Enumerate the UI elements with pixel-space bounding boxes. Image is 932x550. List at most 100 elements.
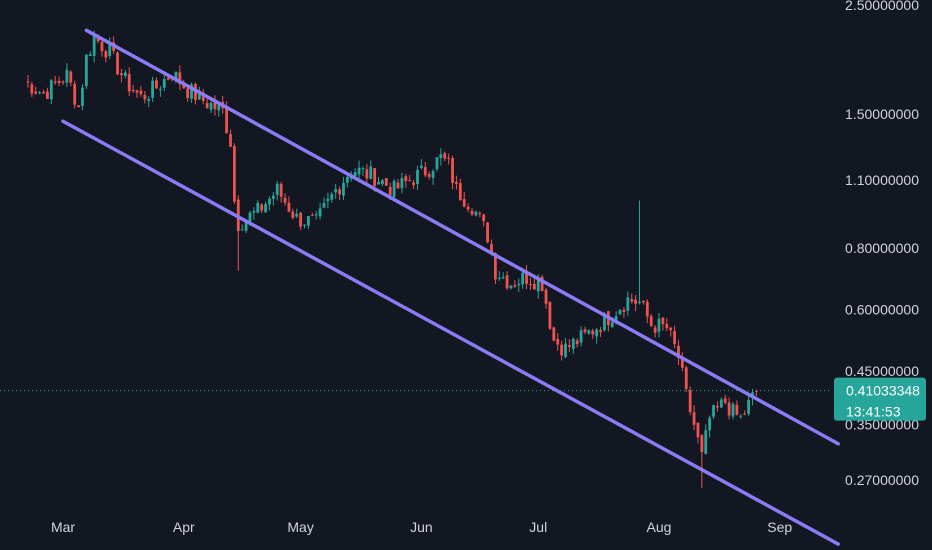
candle-up	[162, 72, 166, 92]
candle-down	[677, 340, 680, 366]
candle-body	[536, 278, 540, 292]
candle-body	[205, 102, 209, 109]
candle-body	[26, 81, 30, 83]
candle-down	[645, 299, 649, 324]
candle-body	[455, 181, 458, 184]
time-axis[interactable]: Mar Apr May Jun Jul Aug Sep	[51, 519, 792, 535]
candle-up	[151, 76, 154, 102]
candle-body	[46, 91, 49, 99]
candle-body	[174, 71, 178, 81]
candle-down	[568, 339, 571, 352]
candle-body	[712, 405, 715, 417]
candle-up	[81, 84, 84, 111]
candle-down	[260, 203, 264, 214]
candle-body	[392, 180, 396, 198]
channel-lower-line[interactable]	[61, 119, 840, 546]
y-tick-label: 0.80000000	[845, 240, 919, 256]
candle-up	[719, 397, 723, 408]
candle-up	[638, 200, 641, 305]
candle-down	[201, 88, 205, 105]
candle-body	[517, 283, 521, 286]
candle-body	[716, 406, 719, 408]
candle-down	[186, 87, 190, 102]
candle-body	[291, 211, 295, 218]
candle-body	[158, 88, 162, 90]
candle-up	[381, 178, 384, 187]
candle-body	[490, 243, 493, 254]
candle-body	[61, 81, 65, 83]
candle-down	[396, 178, 400, 189]
candle-down	[143, 90, 147, 104]
candle-body	[447, 157, 451, 159]
candle-body	[509, 285, 513, 289]
candle-body	[552, 327, 556, 341]
candle-body	[166, 77, 170, 80]
candle-body	[704, 430, 708, 455]
candle-down	[229, 129, 232, 148]
candle-down	[34, 86, 38, 95]
candle-down	[404, 173, 408, 188]
candle-down	[669, 326, 673, 337]
price-axis[interactable]: 2.50000000 1.50000000 1.10000000 0.80000000…	[845, 0, 919, 488]
candle-down	[384, 177, 388, 186]
candle-body	[443, 153, 447, 159]
candle-body	[431, 171, 435, 178]
candle-body	[696, 422, 700, 438]
candle-body	[649, 316, 653, 326]
y-tick-label: 1.50000000	[845, 106, 919, 122]
candle-body	[151, 80, 154, 98]
candle-body	[544, 289, 548, 304]
candle-down	[338, 186, 341, 201]
candle-down	[743, 410, 747, 416]
candle-down	[131, 84, 135, 93]
candle-down	[232, 143, 236, 204]
candle-body	[361, 168, 365, 170]
candle-body	[595, 329, 599, 337]
candle-up	[564, 338, 567, 359]
candle-body	[603, 313, 606, 331]
candle-body	[579, 330, 583, 343]
candle-up	[704, 424, 708, 455]
candle-body	[353, 172, 357, 177]
candle-body	[264, 204, 267, 213]
candle-up	[416, 165, 419, 190]
candle-down	[525, 264, 528, 290]
candle-body	[466, 206, 470, 210]
candle-body	[53, 81, 57, 83]
candle-body	[65, 69, 69, 83]
candle-up	[65, 63, 69, 88]
candle-up	[342, 177, 345, 200]
candle-body	[708, 417, 712, 431]
candle-down	[447, 153, 451, 165]
candle-body	[123, 72, 127, 77]
candle-body	[314, 214, 318, 216]
candle-up	[474, 210, 478, 217]
candle-up	[252, 207, 256, 220]
candle-body	[100, 41, 104, 52]
y-tick-label: 0.45000000	[845, 363, 919, 379]
candle-body	[92, 36, 96, 56]
candle-body	[521, 272, 525, 285]
last-price-layer: 0.41033348 13:41:53	[0, 377, 926, 421]
candle-down	[279, 182, 283, 203]
candle-body	[560, 344, 564, 356]
candle-body	[38, 92, 42, 94]
candle-body	[622, 310, 626, 312]
candle-up	[322, 197, 326, 209]
candle-body	[127, 73, 131, 92]
candle-body	[345, 176, 349, 183]
candle-up	[147, 95, 151, 108]
candle-body	[178, 72, 182, 85]
candle-up	[712, 404, 715, 420]
channel-layer[interactable]	[61, 28, 840, 546]
candle-body	[299, 212, 303, 227]
candle-down	[606, 310, 610, 332]
candle-body	[610, 321, 614, 327]
candle-body	[381, 180, 384, 184]
candle-body	[404, 176, 408, 182]
channel-upper-line[interactable]	[84, 28, 840, 446]
candle-up	[295, 208, 299, 219]
candle-down	[727, 397, 731, 420]
